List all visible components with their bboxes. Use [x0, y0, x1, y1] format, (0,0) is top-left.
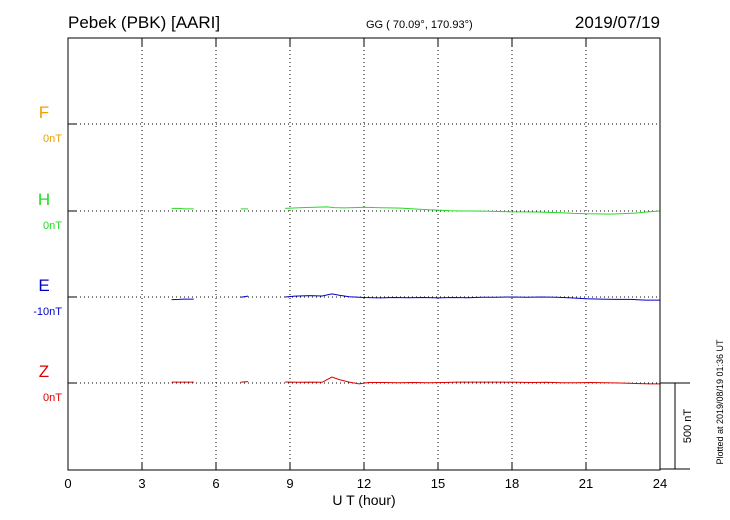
x-axis-label: U T (hour)	[332, 492, 395, 508]
component-label-F: F	[39, 103, 49, 122]
x-tick-label: 15	[431, 476, 445, 491]
station-title: Pebek (PBK) [AARI]	[68, 13, 220, 32]
baseline-value-F: 0nT	[43, 133, 62, 145]
series-E-line	[285, 293, 660, 301]
x-tick-label: 0	[64, 476, 71, 491]
component-labels: F 0nT H 0nT E -10nT Z 0nT	[33, 103, 62, 404]
series-H-line	[285, 206, 661, 215]
station-coords: GG ( 70.09°, 170.93°)	[366, 19, 473, 31]
series-E-line	[171, 298, 194, 301]
baseline-value-E: -10nT	[33, 306, 62, 318]
plotted-note: Plotted at 2019/08/19 01:36 UT	[715, 339, 725, 465]
scale-bar-label: 500 nT	[682, 409, 694, 444]
x-axis: 0 3 6 9 12 15 18 21 24	[64, 38, 667, 491]
x-tick-label: 9	[286, 476, 293, 491]
x-tick-label: 3	[138, 476, 145, 491]
series-lines	[171, 206, 661, 385]
scale-bar: 500 nT	[660, 382, 694, 470]
x-tick-label: 21	[579, 476, 593, 491]
series-E-line	[240, 295, 249, 298]
component-label-Z: Z	[39, 362, 49, 381]
x-tick-label: 6	[212, 476, 219, 491]
plot-date: 2019/07/19	[575, 13, 660, 32]
baseline-value-H: 0nT	[43, 220, 62, 232]
component-label-H: H	[38, 190, 50, 209]
series-Z-line	[285, 376, 660, 385]
x-tick-label: 18	[505, 476, 519, 491]
series-H-line	[171, 207, 194, 210]
x-tick-label: 24	[653, 476, 667, 491]
component-label-E: E	[38, 276, 49, 295]
grid	[141, 38, 587, 470]
baseline-value-Z: 0nT	[43, 392, 62, 404]
series-Z-line	[240, 381, 249, 383]
x-tick-label: 12	[357, 476, 371, 491]
